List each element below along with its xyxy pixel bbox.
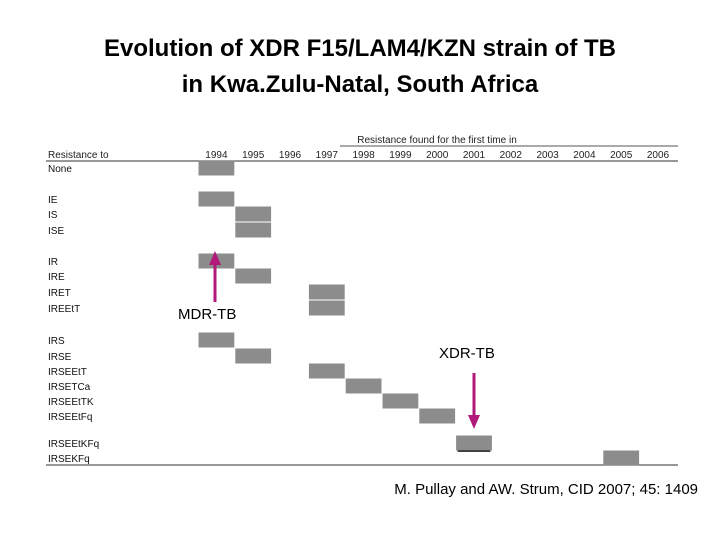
resistance-cell	[235, 206, 272, 222]
resistance-cell-group	[198, 160, 640, 466]
resistance-cell	[345, 378, 382, 394]
year-label-1997: 1997	[316, 150, 339, 161]
row-label: IRSE	[48, 352, 72, 363]
year-label-1999: 1999	[389, 150, 412, 161]
mdr-tb-label: MDR-TB	[178, 306, 237, 323]
row-label-group: None IE IS ISE IR IRE IRET IREEtT IRS IRSE IRSEEtT…	[48, 164, 99, 465]
slide-title-line1: Evolution of XDR F15/LAM4/KZN strain of …	[103, 35, 616, 62]
row-label: ISE	[48, 226, 64, 237]
year-label-2001: 2001	[463, 150, 486, 161]
citation: M. Pullay and AW. Strum, CID 2007; 45: 1…	[394, 481, 698, 498]
resistance-cell	[198, 191, 235, 207]
xdr-tb-label: XDR-TB	[439, 345, 495, 362]
resistance-cell	[419, 408, 456, 424]
resistance-cell	[235, 268, 272, 284]
callout-arrows	[209, 251, 480, 429]
resistance-cell	[308, 284, 345, 300]
year-label-2000: 2000	[426, 150, 449, 161]
row-label: IRSETCa	[48, 382, 91, 393]
xdr-arrow-head	[468, 415, 480, 429]
table-header: Resistance found for the first time in R…	[48, 135, 517, 161]
resistance-cell	[235, 348, 272, 364]
year-label-1998: 1998	[352, 150, 375, 161]
row-label: IRS	[48, 336, 65, 347]
year-label-2004: 2004	[573, 150, 596, 161]
mdr-arrow-head	[209, 251, 221, 265]
year-label-1995: 1995	[242, 150, 265, 161]
year-label-2006: 2006	[647, 150, 670, 161]
row-label: IRET	[48, 288, 71, 299]
slide-title-line2: in Kwa.Zulu-Natal, South Africa	[181, 71, 539, 98]
row-label: IE	[48, 195, 58, 206]
row-label: IRSEKFq	[48, 454, 90, 465]
row-label: IRSEEtFq	[48, 412, 92, 423]
resistance-cell	[235, 222, 272, 238]
row-label: IRSEEtKFq	[48, 439, 99, 450]
table-row-header: Resistance to	[48, 150, 109, 161]
resistance-cell	[308, 363, 345, 379]
row-label: IR	[48, 257, 58, 268]
year-label-2002: 2002	[500, 150, 523, 161]
resistance-cell	[308, 300, 345, 316]
year-header-group: 1994 1995 1996 1997 1998 1999 2000 2001 2002 2003…	[205, 150, 669, 161]
year-label-1994: 1994	[205, 150, 228, 161]
year-label-1996: 1996	[279, 150, 302, 161]
row-label: IRSEEtTK	[48, 397, 94, 408]
row-label: IRSEEtT	[48, 367, 87, 378]
resistance-cell	[198, 332, 235, 348]
year-label-2003: 2003	[536, 150, 559, 161]
row-label: IS	[48, 210, 58, 221]
resistance-cell	[198, 160, 235, 176]
row-label: IRE	[48, 272, 65, 283]
resistance-cell	[382, 393, 419, 409]
row-label: None	[48, 164, 72, 175]
year-label-2005: 2005	[610, 150, 633, 161]
resistance-cell	[456, 435, 492, 451]
resistance-cell	[603, 450, 640, 466]
table-rule-lines	[46, 145, 678, 466]
row-label: IREEtT	[48, 304, 80, 315]
table-header-top: Resistance found for the first time in	[357, 135, 517, 146]
